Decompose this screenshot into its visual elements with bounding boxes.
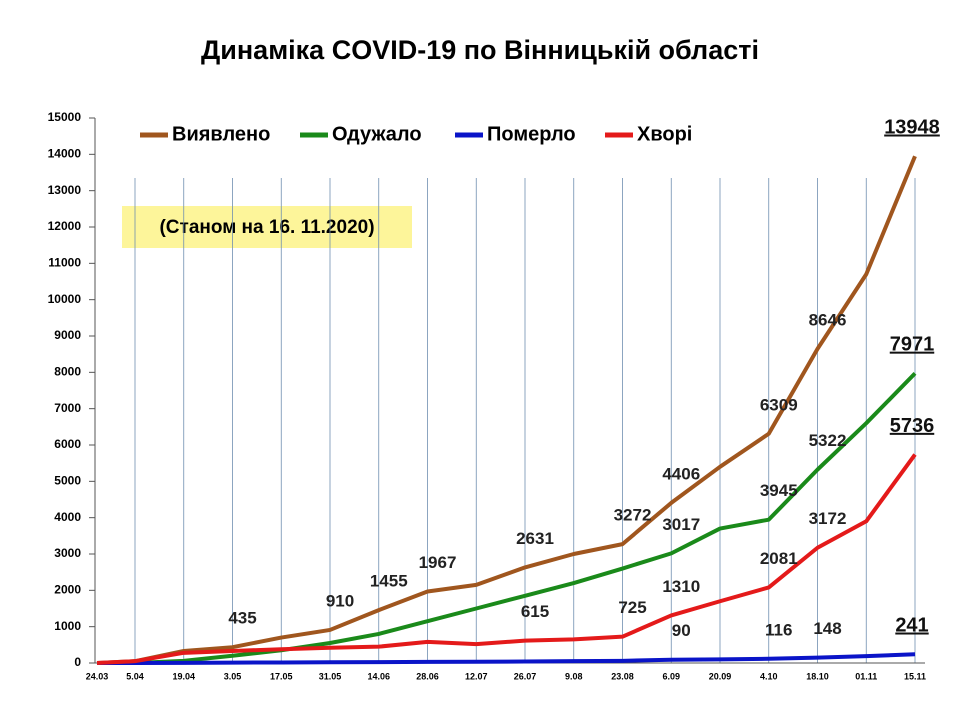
data-label: 90 — [672, 621, 691, 640]
data-label: 148 — [813, 619, 841, 638]
data-label: 241 — [895, 615, 928, 637]
data-label: 5736 — [890, 415, 935, 437]
x-tick-label: 14.06 — [367, 671, 390, 681]
x-tick-label: 19.04 — [172, 671, 195, 681]
subtitle: (Станом на 16. 11.2020) — [159, 217, 374, 238]
y-tick-label: 12000 — [48, 219, 82, 233]
data-label: 4406 — [662, 464, 700, 483]
data-label: 8646 — [809, 310, 847, 329]
x-tick-label: 17.05 — [270, 671, 293, 681]
x-tick-label: 15.11 — [904, 671, 926, 681]
y-tick-label: 8000 — [54, 365, 81, 379]
data-label: 1310 — [662, 577, 700, 596]
y-tick-label: 11000 — [48, 256, 81, 270]
x-tick-label: 24.03 — [86, 671, 109, 681]
x-tick-label: 5.04 — [126, 671, 144, 681]
legend-label: Виявлено — [172, 123, 270, 145]
data-label: 725 — [618, 598, 646, 617]
y-tick-label: 9000 — [54, 328, 81, 342]
data-label: 1455 — [370, 572, 408, 591]
y-tick-label: 14000 — [48, 147, 82, 161]
x-tick-label: 01.11 — [855, 671, 877, 681]
x-tick-label: 23.08 — [611, 671, 634, 681]
y-tick-label: 13000 — [48, 183, 82, 197]
x-tick-label: 31.05 — [319, 671, 342, 681]
data-label: 6309 — [760, 395, 798, 414]
legend-label: Померло — [487, 123, 576, 145]
x-tick-label: 28.06 — [416, 671, 439, 681]
x-tick-label: 6.09 — [662, 671, 680, 681]
series-line — [96, 155, 917, 665]
data-label: 910 — [326, 591, 354, 610]
y-tick-label: 1000 — [54, 619, 81, 633]
x-tick-label: 4.10 — [760, 671, 778, 681]
legend-label: Хворі — [637, 123, 692, 145]
series-line — [97, 652, 916, 665]
x-tick-label: 26.07 — [514, 671, 537, 681]
series-line — [97, 371, 917, 665]
data-label: 3945 — [760, 481, 798, 500]
subtitle-box — [122, 206, 412, 248]
y-tick-label: 4000 — [54, 510, 81, 524]
x-tick-label: 12.07 — [465, 671, 488, 681]
data-label: 435 — [228, 609, 256, 628]
data-label: 5322 — [809, 431, 847, 450]
data-label: 116 — [765, 620, 792, 639]
data-label: 1967 — [419, 553, 457, 572]
data-label: 3172 — [809, 509, 847, 528]
y-tick-label: 5000 — [54, 474, 81, 488]
data-label: 13948 — [884, 117, 940, 139]
y-tick-label: 15000 — [48, 110, 82, 124]
data-label: 3017 — [662, 515, 700, 534]
data-label: 2631 — [516, 529, 554, 548]
data-label: 3272 — [614, 506, 652, 525]
y-tick-label: 7000 — [54, 401, 81, 415]
data-label: 2081 — [760, 549, 798, 568]
x-tick-label: 3.05 — [224, 671, 242, 681]
y-tick-label: 2000 — [54, 583, 81, 597]
y-tick-label: 3000 — [54, 546, 81, 560]
x-tick-label: 9.08 — [565, 671, 583, 681]
data-label: 615 — [521, 602, 549, 621]
legend-label: Одужало — [332, 123, 422, 145]
chart-title: Динаміка COVID-19 по Вінницькій області — [201, 35, 759, 65]
series-line — [96, 453, 917, 665]
y-tick-label: 0 — [74, 655, 81, 669]
x-tick-label: 18.10 — [806, 671, 829, 681]
y-tick-label: 10000 — [48, 292, 82, 306]
data-label: 7971 — [890, 334, 935, 356]
x-tick-label: 20.09 — [709, 671, 732, 681]
y-tick-label: 6000 — [54, 437, 81, 451]
